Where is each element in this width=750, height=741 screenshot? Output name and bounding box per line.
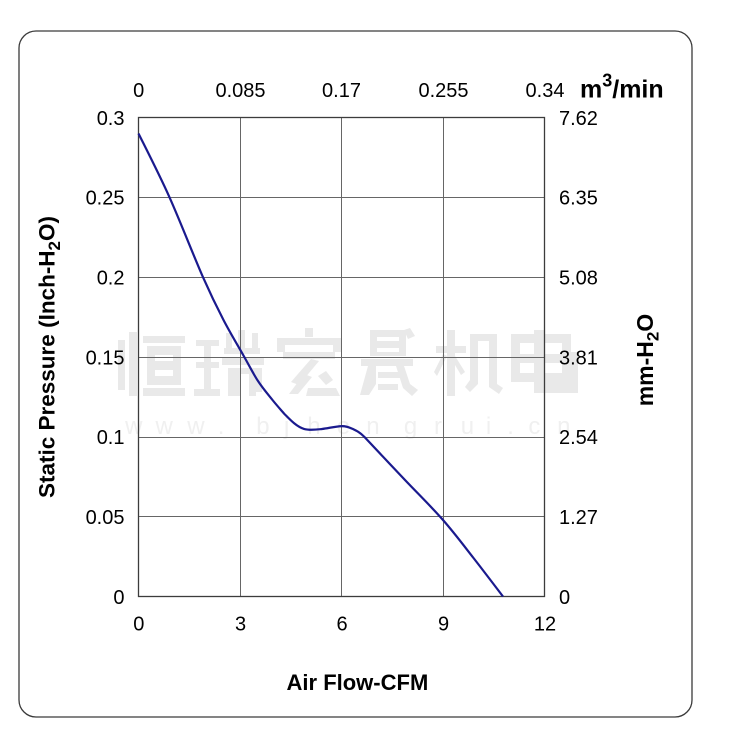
svg-text:0.15: 0.15 <box>86 347 125 369</box>
svg-text:0: 0 <box>113 587 124 609</box>
svg-text:3: 3 <box>235 614 246 636</box>
svg-text:0.2: 0.2 <box>97 268 125 290</box>
svg-text:6: 6 <box>336 614 347 636</box>
svg-text:0.255: 0.255 <box>418 80 468 102</box>
svg-text:0: 0 <box>133 80 144 102</box>
svg-text:3.81: 3.81 <box>559 347 598 369</box>
svg-text:0.25: 0.25 <box>86 188 125 210</box>
svg-text:6.35: 6.35 <box>559 188 598 210</box>
svg-text:0.05: 0.05 <box>86 507 125 529</box>
svg-text:mm-H2O: mm-H2O <box>632 314 663 407</box>
svg-text:Air Flow-CFM: Air Flow-CFM <box>287 670 429 695</box>
svg-text:m3/min: m3/min <box>580 71 664 104</box>
svg-text:0: 0 <box>133 614 144 636</box>
svg-text:0.085: 0.085 <box>215 80 265 102</box>
svg-text:0.17: 0.17 <box>322 80 361 102</box>
svg-text:9: 9 <box>438 614 449 636</box>
svg-text:1.27: 1.27 <box>559 507 598 529</box>
svg-text:0.3: 0.3 <box>97 108 125 130</box>
svg-text:12: 12 <box>534 614 556 636</box>
svg-text:0: 0 <box>559 587 570 609</box>
svg-text:0.34: 0.34 <box>526 80 565 102</box>
svg-text:7.62: 7.62 <box>559 108 598 130</box>
svg-text:0.1: 0.1 <box>97 427 125 449</box>
svg-text:2.54: 2.54 <box>559 427 598 449</box>
svg-text:5.08: 5.08 <box>559 268 598 290</box>
svg-text:Static Pressure (Inch-H2O): Static Pressure (Inch-H2O) <box>35 216 65 498</box>
